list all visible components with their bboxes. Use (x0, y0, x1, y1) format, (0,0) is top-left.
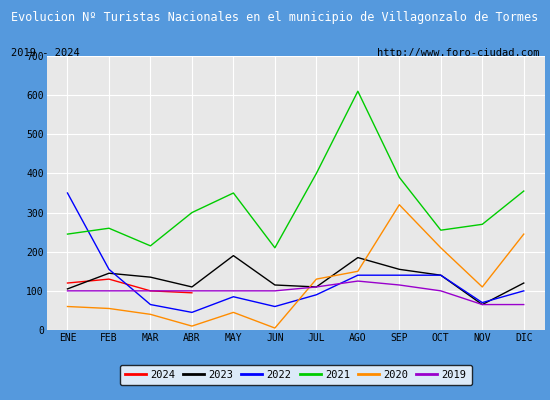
Text: http://www.foro-ciudad.com: http://www.foro-ciudad.com (377, 48, 539, 58)
Legend: 2024, 2023, 2022, 2021, 2020, 2019: 2024, 2023, 2022, 2021, 2020, 2019 (119, 365, 472, 385)
Text: 2019 - 2024: 2019 - 2024 (11, 48, 80, 58)
Text: Evolucion Nº Turistas Nacionales en el municipio de Villagonzalo de Tormes: Evolucion Nº Turistas Nacionales en el m… (12, 10, 538, 24)
